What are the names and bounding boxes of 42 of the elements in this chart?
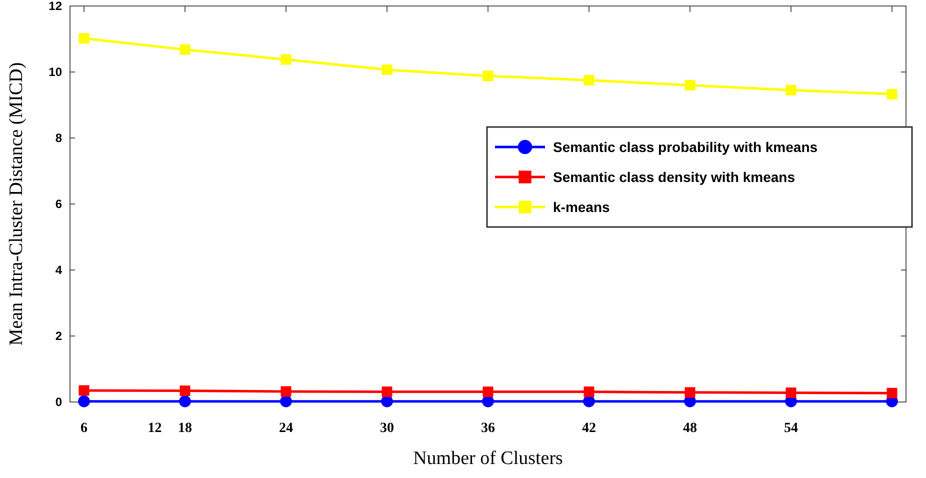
point <box>684 387 696 398</box>
x-tick-label: 42 <box>582 421 596 436</box>
point <box>886 388 898 398</box>
x-tick-label: 18 <box>178 421 192 436</box>
point <box>280 395 292 408</box>
point <box>786 84 796 96</box>
point <box>584 75 594 86</box>
x-tick-label: 36 <box>481 421 495 436</box>
point <box>482 386 494 398</box>
point <box>584 386 594 398</box>
point <box>382 386 392 398</box>
x-tick-label: 24 <box>279 421 293 436</box>
point <box>280 54 292 65</box>
point <box>786 388 796 398</box>
point <box>179 395 191 408</box>
x-tick-label: 30 <box>380 421 394 436</box>
y-tick-label: 12 <box>48 0 62 14</box>
point <box>180 386 190 396</box>
point <box>78 33 90 44</box>
x-tick-label: 6 <box>80 421 88 436</box>
legend-label: Semantic class density with kmeans <box>553 168 796 185</box>
y-tick-label: 2 <box>55 329 62 344</box>
x-tick-label: 48 <box>683 421 697 436</box>
point <box>78 395 90 408</box>
legend-label: Semantic class probability with kmeans <box>553 138 818 155</box>
point <box>78 385 90 396</box>
y-axis-title: Mean Intra-Cluster Distance (MICD) <box>6 62 27 346</box>
point <box>684 80 696 90</box>
point <box>382 64 392 75</box>
y-tick-label: 8 <box>55 131 62 146</box>
point <box>482 70 494 82</box>
text: 12 <box>148 421 162 436</box>
point <box>180 44 190 55</box>
point <box>280 386 292 397</box>
y-tick-label: 10 <box>48 65 62 80</box>
x-axis-title: Number of Clusters <box>413 448 563 469</box>
y-tick-label: 4 <box>55 263 62 278</box>
y-tick-label: 6 <box>55 197 62 212</box>
legend-label: k-means <box>553 198 610 215</box>
x-tick-label: 54 <box>784 421 798 436</box>
y-tick-label: 0 <box>55 395 62 410</box>
point <box>886 88 898 100</box>
